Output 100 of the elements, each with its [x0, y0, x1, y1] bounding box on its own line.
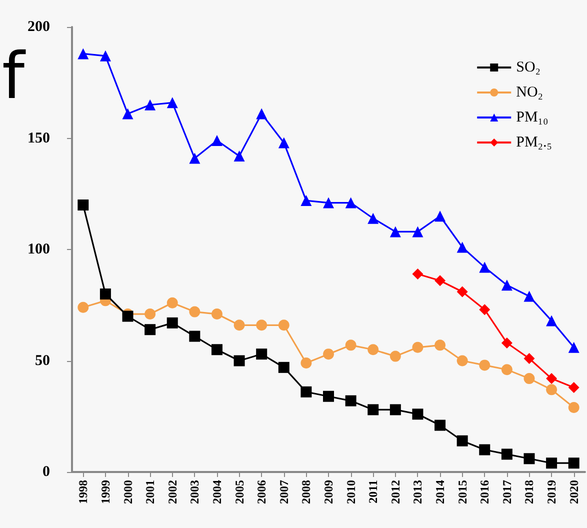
point — [278, 137, 290, 148]
point — [434, 420, 446, 431]
legend-label: PM₂.₅ — [516, 134, 552, 150]
point — [189, 152, 200, 164]
x-tick-label: 2005 — [232, 480, 246, 504]
x-tick-label: 2012 — [388, 480, 402, 504]
point — [300, 386, 312, 398]
y-tick-label: 100 — [28, 242, 50, 258]
point — [568, 382, 580, 393]
point — [412, 408, 424, 420]
point — [434, 340, 446, 351]
y-tick-label: 150 — [28, 130, 50, 146]
point — [234, 355, 245, 366]
point — [546, 458, 558, 469]
point — [78, 48, 89, 60]
point — [390, 226, 401, 238]
point — [434, 275, 446, 286]
point — [501, 448, 512, 460]
point — [345, 395, 356, 406]
point — [546, 315, 558, 326]
legend-label: PM₁₀ — [516, 110, 548, 126]
point — [368, 344, 379, 356]
x-tick-label: 2004 — [210, 480, 224, 504]
point — [100, 50, 111, 62]
point — [144, 324, 156, 336]
point — [323, 348, 334, 360]
point — [479, 262, 490, 273]
x-tick-label: 2008 — [299, 480, 314, 504]
point — [256, 348, 268, 360]
x-tick-label: 2019 — [544, 480, 559, 504]
point — [78, 302, 89, 313]
point — [345, 340, 356, 351]
y-tick-label: 0 — [42, 464, 50, 480]
x-tick-label: 2014 — [433, 480, 448, 504]
point — [479, 444, 490, 456]
point — [122, 108, 134, 120]
point — [78, 200, 89, 210]
x-tick-label: 2001 — [143, 480, 158, 504]
point — [278, 362, 290, 373]
y-tick-label: 50 — [35, 352, 50, 369]
point — [546, 384, 558, 396]
x-tick-label: 2002 — [165, 480, 180, 504]
point — [568, 402, 580, 413]
point — [501, 280, 512, 291]
point — [300, 357, 312, 368]
point — [211, 308, 222, 320]
text: f — [2, 40, 25, 114]
x-tick-label: 2013 — [410, 480, 425, 504]
x-tick-label: 2017 — [500, 480, 514, 504]
point — [166, 97, 178, 108]
point — [479, 304, 490, 316]
x-tick-label: 1998 — [76, 480, 90, 504]
x-tick-label: 2018 — [522, 480, 536, 504]
x-tick-label: 2015 — [455, 480, 470, 504]
x-tick-label: 2011 — [366, 480, 380, 504]
point — [368, 212, 379, 224]
point — [434, 210, 446, 222]
point — [278, 320, 290, 331]
x-tick-label: 2007 — [276, 480, 291, 504]
x-tick-label: 2016 — [478, 480, 492, 504]
x-tick-label: 2020 — [566, 480, 581, 504]
point — [345, 197, 356, 208]
point — [412, 342, 424, 353]
point — [144, 99, 156, 110]
point — [300, 195, 312, 206]
point — [256, 108, 268, 120]
point — [211, 134, 222, 146]
point — [568, 342, 580, 353]
point — [456, 435, 468, 446]
point — [412, 268, 424, 280]
point — [390, 350, 401, 362]
point — [323, 197, 334, 208]
point — [144, 308, 156, 320]
point — [456, 355, 468, 366]
point — [166, 317, 178, 328]
x-tick-label: 2000 — [120, 480, 135, 504]
point — [234, 150, 245, 162]
point — [501, 364, 512, 376]
x-tick-label: 2003 — [188, 480, 202, 504]
point — [524, 373, 535, 384]
point — [256, 320, 268, 331]
x-tick-label: 2010 — [344, 480, 358, 504]
point — [368, 404, 379, 416]
y-tick-label: 200 — [28, 19, 50, 35]
point — [234, 320, 245, 331]
point — [524, 290, 535, 302]
point — [456, 286, 468, 298]
point — [189, 306, 200, 318]
point — [412, 226, 424, 238]
point — [524, 353, 535, 364]
point — [211, 344, 222, 356]
point — [166, 297, 178, 308]
legend-label: SO₂ — [516, 60, 541, 76]
point — [100, 288, 111, 300]
point — [390, 404, 401, 416]
legend-label: NO₂ — [516, 84, 544, 100]
point — [456, 242, 468, 253]
point — [323, 390, 334, 402]
x-tick-label: 2006 — [254, 480, 269, 504]
x-tick-label: 2009 — [322, 480, 336, 504]
